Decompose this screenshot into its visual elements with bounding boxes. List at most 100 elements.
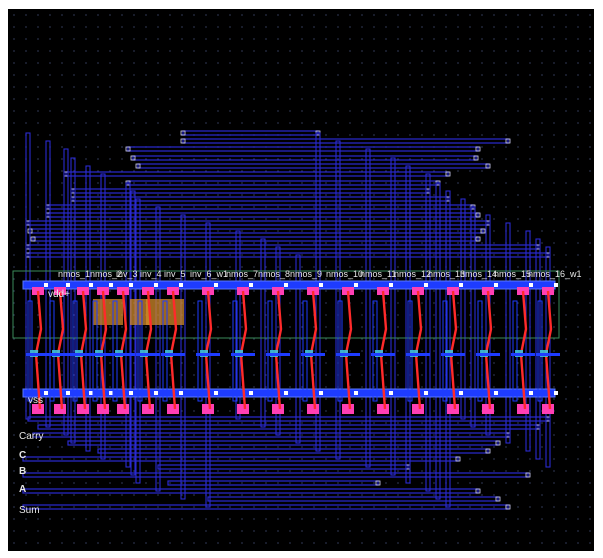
ndiff — [142, 404, 154, 414]
rail-contact — [89, 391, 93, 395]
vertical-wire — [526, 231, 530, 451]
bottom-wire — [23, 473, 528, 477]
cell-label: nmos_12 — [394, 269, 431, 279]
cell-label: nmos_8 — [258, 269, 290, 279]
rail-contact — [66, 391, 70, 395]
cell-label: inv_5 — [164, 269, 186, 279]
top-wire — [28, 221, 488, 225]
vertical-wire — [181, 215, 185, 499]
rail-contact — [354, 283, 358, 287]
bottom-wire — [23, 505, 508, 509]
bottom-wire — [23, 489, 478, 493]
rail-contact — [354, 391, 358, 395]
ndiff — [77, 404, 89, 414]
top-wire — [30, 229, 483, 233]
pin-carry[interactable]: Carry — [19, 431, 43, 442]
metal1-bar — [441, 353, 465, 356]
ndiff — [237, 404, 249, 414]
vdd-label: vdd+ — [48, 289, 70, 300]
vss-label: vss — [28, 395, 43, 406]
bottom-routing-wires[interactable] — [23, 417, 550, 509]
rail-contact — [459, 391, 463, 395]
ndiff — [342, 404, 354, 414]
cell-label: nmos_1 — [58, 269, 90, 279]
rail-contact — [284, 283, 288, 287]
metal1-bar — [196, 353, 220, 356]
rail-contact — [109, 283, 113, 287]
pin-a-label: A — [19, 484, 26, 495]
top-wire — [183, 139, 508, 143]
top-wire — [33, 237, 478, 241]
metal1-bar — [371, 353, 395, 356]
rail-contact — [89, 283, 93, 287]
vertical-wire — [506, 223, 510, 443]
metal1-bar — [48, 353, 72, 356]
pin-a[interactable]: A — [19, 484, 26, 495]
top-wire — [128, 147, 478, 151]
ndiff — [272, 404, 284, 414]
rail-contact — [284, 391, 288, 395]
rail-contact — [494, 391, 498, 395]
ndiff — [482, 404, 494, 414]
ndiff — [412, 404, 424, 414]
rail-contact — [249, 283, 253, 287]
metal1-bar — [111, 353, 135, 356]
pin-c[interactable]: C — [19, 450, 26, 461]
rail-contact — [529, 391, 533, 395]
rail-contact — [66, 283, 70, 287]
cell-label: inv_6_w1 — [190, 269, 228, 279]
metal1-bar — [406, 353, 430, 356]
top-wire — [48, 205, 473, 209]
rail-contact — [389, 283, 393, 287]
rail-contact — [459, 283, 463, 287]
rail-contact — [154, 391, 158, 395]
rail-contact — [44, 283, 48, 287]
metal1-bar — [511, 353, 535, 356]
rail-contact — [554, 391, 558, 395]
pin-sum[interactable]: Sum — [19, 505, 40, 516]
rail-contact — [319, 391, 323, 395]
ndiff — [97, 404, 109, 414]
ndiff — [202, 404, 214, 414]
top-wire — [138, 164, 488, 168]
metal1-bar — [536, 353, 560, 356]
layout-canvas[interactable]: nmos_1 nmos_2 inv_3 inv_4 inv_5 inv_6_w1 nmos_… — [8, 9, 594, 551]
vertical-wire — [156, 207, 160, 491]
cell-label: inv_4 — [140, 269, 162, 279]
cell-label: inv_3 — [116, 269, 138, 279]
top-wire — [73, 197, 448, 201]
pin-b-label: B — [19, 466, 26, 477]
ndiff — [517, 404, 529, 414]
cell-label: nmos_9 — [290, 269, 322, 279]
ndiff — [307, 404, 319, 414]
cell-label: nmos_16_w1 — [528, 269, 582, 279]
top-wire — [28, 253, 548, 257]
vertical-wire — [461, 199, 465, 419]
cell-label: nmos_7 — [226, 269, 258, 279]
rail-contact — [214, 391, 218, 395]
rail-contact — [154, 283, 158, 287]
rail-contact — [129, 283, 133, 287]
rail-contact — [319, 283, 323, 287]
bottom-wire — [68, 441, 498, 445]
bottom-wire — [28, 417, 548, 421]
rail-contact — [424, 283, 428, 287]
ndiff — [54, 404, 66, 414]
rail-contact — [109, 391, 113, 395]
rail-contact — [424, 391, 428, 395]
pin-b[interactable]: B — [19, 466, 26, 477]
cell-label: nmos_11 — [360, 269, 396, 279]
ndiff — [117, 404, 129, 414]
top-wire — [183, 131, 318, 135]
metal1-bar — [136, 353, 160, 356]
rail-contact — [129, 391, 133, 395]
rail-contact — [179, 391, 183, 395]
rail-contact — [529, 283, 533, 287]
rail-contact — [389, 391, 393, 395]
rail-contact — [494, 283, 498, 287]
ndiff — [167, 404, 179, 414]
cell-label: nmos_15 — [494, 269, 531, 279]
top-wire — [133, 156, 476, 160]
